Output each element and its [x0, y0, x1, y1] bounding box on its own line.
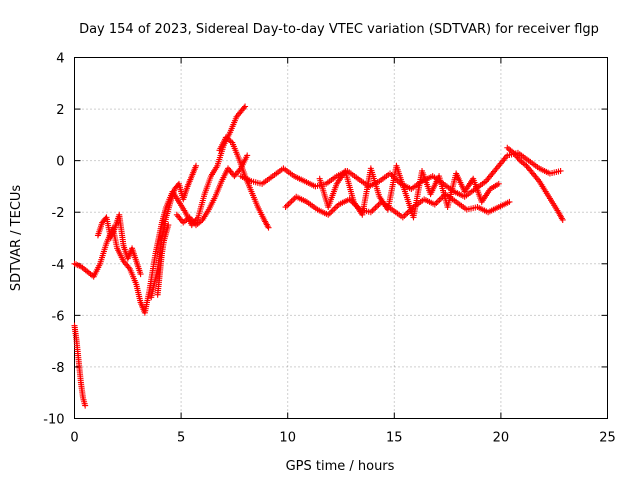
series-rising-fin	[148, 162, 200, 301]
data-point	[282, 204, 289, 211]
series-wave-5to7h	[173, 152, 251, 229]
data-point	[369, 207, 376, 214]
y-tick-label: -2	[52, 206, 65, 221]
data-point	[557, 167, 564, 174]
grid	[74, 57, 608, 419]
data-point	[495, 180, 502, 187]
series-descending-9h	[216, 134, 272, 231]
data-point	[287, 199, 294, 206]
data-point	[373, 203, 380, 210]
data-point	[265, 224, 272, 231]
series-spike-4h	[154, 222, 172, 298]
y-tick-label: -4	[52, 258, 65, 273]
data-point	[82, 402, 89, 409]
data-point	[240, 104, 247, 111]
y-tick-label: 4	[56, 52, 64, 67]
series-zigzag-12to20h	[316, 162, 502, 221]
series-night-segment	[71, 103, 249, 316]
y-tick-label: 2	[56, 103, 64, 118]
data-point	[433, 200, 440, 207]
series-lower-band	[282, 191, 513, 221]
chart-title: Day 154 of 2023, Sidereal Day-to-day VTE…	[79, 22, 599, 37]
data-point	[284, 202, 291, 209]
data-point	[401, 212, 408, 219]
x-tick-label: 5	[177, 431, 185, 446]
x-tick-label: 0	[70, 431, 78, 446]
data-point	[436, 197, 443, 204]
y-tick-label: -6	[52, 309, 65, 324]
data-point	[326, 210, 333, 217]
data-point	[193, 162, 200, 169]
axes: -10 -8 -6 -4 -2 0 2 4 0 5 10 15 20 25	[43, 52, 616, 446]
y-tick-label: 0	[56, 155, 64, 170]
data-point	[370, 206, 377, 213]
data-point	[165, 222, 172, 229]
x-tick-label: 15	[386, 431, 403, 446]
data-point	[244, 152, 251, 159]
x-tick-label: 20	[493, 431, 510, 446]
x-tick-label: 25	[599, 431, 616, 446]
series-afternoon-decline	[504, 144, 566, 223]
data-point	[506, 198, 513, 205]
data-point	[137, 271, 144, 278]
series-noisy-cluster	[94, 211, 144, 278]
series-early-drop	[71, 322, 89, 409]
y-axis-label: SDTVAR / TECUs	[9, 185, 24, 292]
x-tick-label: 10	[279, 431, 296, 446]
data-point	[372, 204, 379, 211]
y-tick-label: -10	[43, 413, 64, 428]
x-axis-label: GPS time / hours	[286, 459, 395, 474]
data-point	[332, 204, 339, 211]
data-point	[285, 201, 292, 208]
plot-frame	[74, 57, 608, 419]
data-point	[331, 205, 338, 212]
data-point	[242, 103, 249, 110]
data-point	[288, 198, 295, 205]
y-tick-label: -8	[52, 361, 65, 376]
data-point	[559, 216, 566, 223]
data-series	[71, 103, 566, 409]
